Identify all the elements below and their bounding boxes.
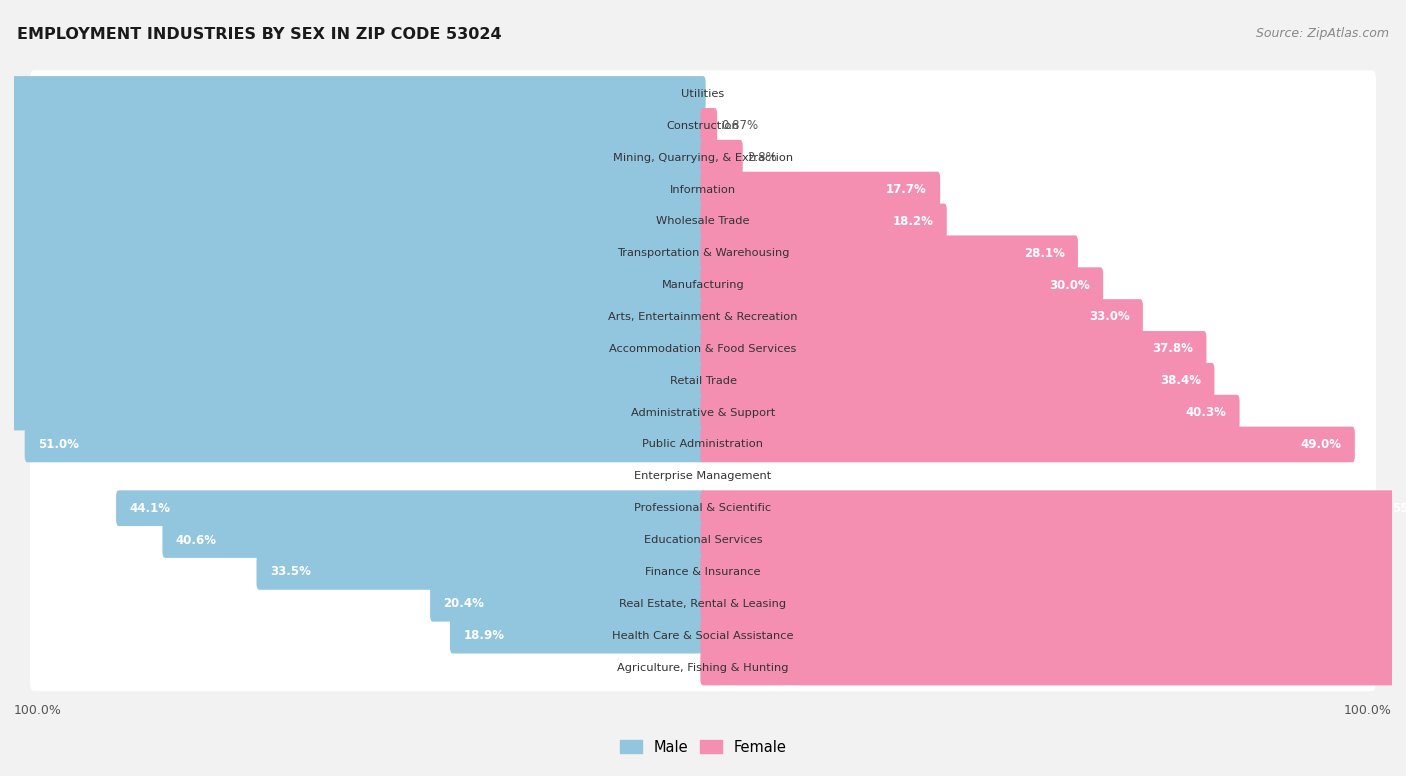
FancyBboxPatch shape [0,300,706,334]
FancyBboxPatch shape [700,203,946,239]
Text: Construction: Construction [666,121,740,131]
FancyBboxPatch shape [0,331,706,367]
FancyBboxPatch shape [30,549,1376,595]
FancyBboxPatch shape [30,293,1376,341]
FancyBboxPatch shape [700,235,1078,271]
Text: Health Care & Social Assistance: Health Care & Social Assistance [612,631,794,641]
FancyBboxPatch shape [0,203,706,239]
Text: 40.3%: 40.3% [1185,406,1226,419]
Text: 37.8%: 37.8% [1153,342,1194,355]
FancyBboxPatch shape [700,267,1104,303]
Text: Arts, Entertainment & Recreation: Arts, Entertainment & Recreation [609,312,797,322]
FancyBboxPatch shape [700,171,941,207]
Text: Information: Information [669,185,737,195]
FancyBboxPatch shape [0,267,706,303]
FancyBboxPatch shape [430,586,706,622]
Text: 49.0%: 49.0% [1301,438,1341,451]
Text: 33.5%: 33.5% [270,566,311,578]
Text: Agriculture, Fishing & Hunting: Agriculture, Fishing & Hunting [617,663,789,673]
FancyBboxPatch shape [30,230,1376,277]
FancyBboxPatch shape [30,325,1376,372]
Text: Real Estate, Rental & Leasing: Real Estate, Rental & Leasing [620,599,786,609]
Text: Source: ZipAtlas.com: Source: ZipAtlas.com [1256,27,1389,40]
Text: Utilities: Utilities [682,89,724,99]
Text: Finance & Insurance: Finance & Insurance [645,567,761,577]
FancyBboxPatch shape [30,166,1376,213]
Text: Accommodation & Food Services: Accommodation & Food Services [609,344,797,354]
FancyBboxPatch shape [30,421,1376,468]
FancyBboxPatch shape [0,235,706,271]
Text: Enterprise Management: Enterprise Management [634,471,772,481]
Text: 28.1%: 28.1% [1024,247,1064,260]
FancyBboxPatch shape [30,580,1376,627]
Text: 20.4%: 20.4% [443,598,484,610]
Text: 44.1%: 44.1% [129,502,170,514]
FancyBboxPatch shape [0,363,706,399]
Text: Manufacturing: Manufacturing [662,280,744,290]
Text: 0.87%: 0.87% [721,120,758,133]
FancyBboxPatch shape [700,395,1240,431]
FancyBboxPatch shape [30,452,1376,500]
Text: Retail Trade: Retail Trade [669,376,737,386]
Legend: Male, Female: Male, Female [614,734,792,760]
FancyBboxPatch shape [700,586,1406,622]
FancyBboxPatch shape [700,650,1406,685]
FancyBboxPatch shape [30,134,1376,182]
FancyBboxPatch shape [700,427,1355,462]
FancyBboxPatch shape [700,522,1406,558]
Text: Professional & Scientific: Professional & Scientific [634,503,772,513]
Text: Wholesale Trade: Wholesale Trade [657,217,749,227]
Text: Public Administration: Public Administration [643,439,763,449]
Text: 17.7%: 17.7% [886,183,927,196]
FancyBboxPatch shape [163,522,706,558]
Text: Mining, Quarrying, & Extraction: Mining, Quarrying, & Extraction [613,153,793,163]
Text: 33.0%: 33.0% [1088,310,1129,324]
Text: 30.0%: 30.0% [1049,279,1090,292]
Text: 2.8%: 2.8% [747,151,776,165]
FancyBboxPatch shape [700,108,717,144]
Text: 18.9%: 18.9% [463,629,505,643]
FancyBboxPatch shape [700,554,1406,590]
FancyBboxPatch shape [30,262,1376,309]
Text: EMPLOYMENT INDUSTRIES BY SEX IN ZIP CODE 53024: EMPLOYMENT INDUSTRIES BY SEX IN ZIP CODE… [17,27,502,42]
FancyBboxPatch shape [700,363,1215,399]
FancyBboxPatch shape [30,71,1376,117]
FancyBboxPatch shape [30,484,1376,532]
Text: 18.2%: 18.2% [893,215,934,228]
FancyBboxPatch shape [700,140,742,175]
Text: Educational Services: Educational Services [644,535,762,545]
Text: 55.9%: 55.9% [1392,502,1406,514]
FancyBboxPatch shape [0,108,706,144]
FancyBboxPatch shape [700,490,1406,526]
FancyBboxPatch shape [0,76,706,112]
FancyBboxPatch shape [117,490,706,526]
FancyBboxPatch shape [700,331,1206,367]
Text: Administrative & Support: Administrative & Support [631,407,775,417]
FancyBboxPatch shape [30,102,1376,150]
FancyBboxPatch shape [0,140,706,175]
FancyBboxPatch shape [30,389,1376,436]
FancyBboxPatch shape [30,644,1376,691]
Text: 51.0%: 51.0% [38,438,79,451]
FancyBboxPatch shape [700,618,1406,653]
Text: 38.4%: 38.4% [1160,374,1201,387]
FancyBboxPatch shape [700,300,1143,334]
FancyBboxPatch shape [450,618,706,653]
Text: 100.0%: 100.0% [14,704,62,717]
FancyBboxPatch shape [30,357,1376,404]
FancyBboxPatch shape [30,612,1376,660]
Text: 100.0%: 100.0% [1344,704,1392,717]
FancyBboxPatch shape [30,517,1376,563]
Text: 40.6%: 40.6% [176,534,217,546]
FancyBboxPatch shape [30,198,1376,245]
FancyBboxPatch shape [25,427,706,462]
FancyBboxPatch shape [0,395,706,431]
Text: Transportation & Warehousing: Transportation & Warehousing [617,248,789,258]
FancyBboxPatch shape [0,171,706,207]
FancyBboxPatch shape [256,554,706,590]
